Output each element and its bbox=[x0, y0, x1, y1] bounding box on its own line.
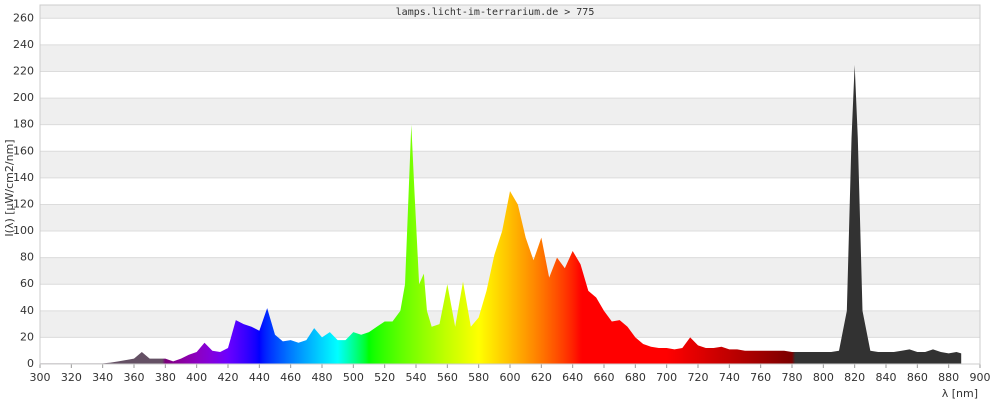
x-tick-label: 500 bbox=[343, 371, 364, 384]
x-tick-label: 360 bbox=[124, 371, 145, 384]
y-tick-label: 160 bbox=[13, 144, 34, 157]
x-tick-label: 880 bbox=[938, 371, 959, 384]
y-axis-label: I(λ) [µW/cm2/nm] bbox=[3, 139, 16, 236]
x-tick-label: 660 bbox=[594, 371, 615, 384]
y-tick-label: 240 bbox=[13, 38, 34, 51]
x-tick-label: 840 bbox=[876, 371, 897, 384]
x-tick-label: 480 bbox=[312, 371, 333, 384]
grid-band bbox=[40, 44, 980, 72]
spectrum-area bbox=[40, 64, 962, 364]
y-tick-label: 20 bbox=[20, 330, 34, 343]
x-tick-label: 520 bbox=[374, 371, 395, 384]
x-tick-label: 300 bbox=[30, 371, 51, 384]
y-tick-label: 140 bbox=[13, 171, 34, 184]
x-tick-label: 900 bbox=[970, 371, 991, 384]
x-tick-label: 860 bbox=[907, 371, 928, 384]
x-tick-label: 780 bbox=[782, 371, 803, 384]
x-tick-label: 760 bbox=[750, 371, 771, 384]
grid-band bbox=[40, 98, 980, 125]
x-tick-label: 600 bbox=[500, 371, 521, 384]
x-tick-label: 580 bbox=[468, 371, 489, 384]
x-tick-label: 440 bbox=[249, 371, 270, 384]
x-tick-label: 460 bbox=[280, 371, 301, 384]
x-tick-label: 540 bbox=[406, 371, 427, 384]
y-tick-label: 100 bbox=[13, 224, 34, 237]
grid-band bbox=[40, 5, 980, 19]
x-tick-label: 320 bbox=[61, 371, 82, 384]
x-tick-label: 380 bbox=[155, 371, 176, 384]
x-tick-label: 700 bbox=[656, 371, 677, 384]
grid-band bbox=[40, 151, 980, 178]
x-tick-label: 640 bbox=[562, 371, 583, 384]
y-tick-label: 60 bbox=[20, 277, 34, 290]
chart-title: lamps.licht-im-terrarium.de > 775 bbox=[396, 7, 595, 18]
y-tick-label: 200 bbox=[13, 91, 34, 104]
x-tick-label: 680 bbox=[625, 371, 646, 384]
y-tick-label: 220 bbox=[13, 64, 34, 77]
y-tick-label: 120 bbox=[13, 197, 34, 210]
x-tick-label: 400 bbox=[186, 371, 207, 384]
x-tick-label: 340 bbox=[92, 371, 113, 384]
y-tick-label: 40 bbox=[20, 304, 34, 317]
x-tick-label: 820 bbox=[844, 371, 865, 384]
y-tick-label: 180 bbox=[13, 118, 34, 131]
x-tick-label: 420 bbox=[218, 371, 239, 384]
x-tick-label: 720 bbox=[688, 371, 709, 384]
y-tick-label: 260 bbox=[13, 11, 34, 24]
x-tick-label: 560 bbox=[437, 371, 458, 384]
y-tick-label: 80 bbox=[20, 251, 34, 264]
x-axis-label: λ [nm] bbox=[942, 387, 978, 400]
x-tick-label: 620 bbox=[531, 371, 552, 384]
x-tick-label: 740 bbox=[719, 371, 740, 384]
x-tick-label: 800 bbox=[813, 371, 834, 384]
y-tick-label: 0 bbox=[27, 357, 34, 370]
plot-border bbox=[39, 4, 981, 365]
